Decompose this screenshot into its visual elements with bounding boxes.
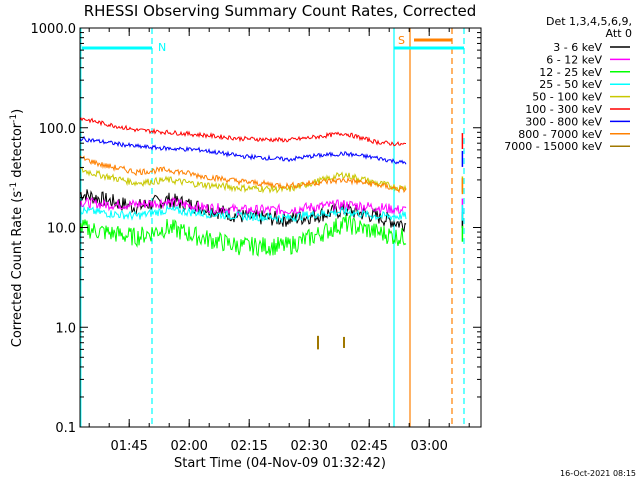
y-axis: 0.1 1.0 10.0 100.0 1000.0 [31,22,481,436]
y-tick-label: 0.1 [55,421,76,436]
legend-label-12-25-kev: 12 - 25 keV [539,66,602,79]
legend-header-line-2: Att 0 [606,27,632,40]
y-tick-label: 1.0 [55,321,76,336]
y-tick-label: 100.0 [39,122,76,137]
legend-label-50-100-kev: 50 - 100 keV [532,91,602,104]
saa-label: S [398,34,405,47]
chart-title: RHESSI Observing Summary Count Rates, Co… [84,2,477,20]
x-tick-label: 02:45 [350,439,387,454]
footer-timestamp: 16-Oct-2021 08:15 [560,469,636,478]
x-tick-label: 02:30 [290,439,327,454]
series-800-7000-kev-line [79,155,407,194]
observing-flag-lines: NS [80,28,465,427]
series-100-300-kev-line [79,116,406,147]
x-tick-label: 03:00 [410,439,447,454]
y-tick-label: 10.0 [47,222,76,237]
series-25-50-kev-line [79,203,407,224]
legend-label-300-800-kev: 300 - 800 keV [525,115,602,128]
series-12-25-kev-line [79,214,407,257]
series-300-800-kev-line [79,135,407,165]
legend-label-7000-15000-kev: 7000 - 15000 keV [504,140,602,153]
series-group [79,116,464,350]
x-tick-label: 01:45 [110,439,147,454]
x-axis-label: Start Time (04-Nov-09 01:32:42) [174,456,386,471]
series-50-100-kev-line [79,166,407,194]
x-tick-label: 02:15 [230,439,267,454]
legend-label-25-50-kev: 25 - 50 keV [539,78,602,91]
legend-label-6-12-kev: 6 - 12 keV [546,53,602,66]
x-axis: 01:45 02:00 02:15 02:30 02:45 03:00 [88,28,470,454]
night-label: N [158,41,166,54]
y-tick-label: 1000.0 [31,22,77,37]
x-tick-label: 02:00 [170,439,207,454]
series-6-12-kev-line [79,196,407,216]
legend-header-line-1: Det 1,3,4,5,6,9, [546,15,632,28]
y-axis-label: Corrected Count Rate (s-1 detector-1) [9,109,25,347]
legend-label-100-300-kev: 100 - 300 keV [525,103,602,116]
legend-label-800-7000-kev: 800 - 7000 keV [518,128,602,141]
legend-label-3-6-kev: 3 - 6 keV [553,41,602,54]
